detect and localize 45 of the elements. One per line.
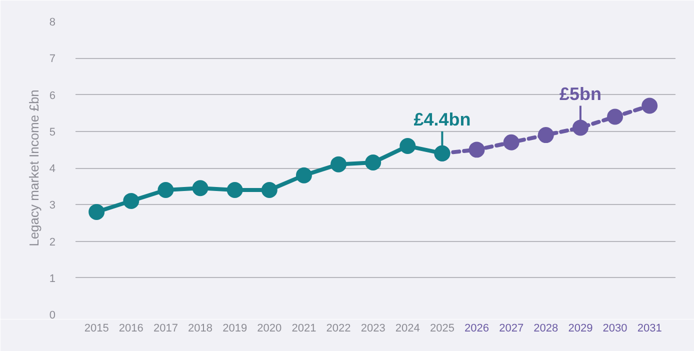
x-tick-label: 2022 bbox=[326, 322, 351, 334]
point bbox=[158, 182, 174, 198]
point bbox=[400, 138, 416, 154]
y-tick-label: 5 bbox=[49, 126, 56, 138]
x-tick-label: 2021 bbox=[292, 322, 316, 334]
x-tick-label: 2030 bbox=[602, 322, 628, 334]
point bbox=[226, 182, 243, 198]
y-tick-label: 8 bbox=[49, 16, 56, 28]
x-tick-label: 2020 bbox=[257, 322, 282, 334]
point bbox=[330, 156, 347, 172]
y-tick-label: 4 bbox=[49, 163, 56, 175]
point bbox=[365, 154, 382, 170]
x-tick-label: 2024 bbox=[395, 322, 420, 334]
point bbox=[123, 192, 140, 209]
x-tick-label: 2031 bbox=[637, 322, 662, 334]
point bbox=[296, 167, 312, 184]
point bbox=[468, 142, 485, 158]
x-tick-label: 2015 bbox=[84, 322, 109, 334]
x-tick-label: 2027 bbox=[499, 322, 524, 334]
x-tick-label: 2028 bbox=[534, 322, 558, 334]
annotation: £5bn bbox=[559, 84, 602, 104]
point bbox=[642, 98, 658, 114]
x-tick-label: 2029 bbox=[568, 322, 593, 334]
point bbox=[192, 180, 208, 196]
y-tick-label: 0 bbox=[49, 310, 56, 322]
x-tick-label: 2018 bbox=[188, 322, 213, 334]
x-tick-label: 2023 bbox=[360, 322, 386, 334]
point bbox=[88, 204, 105, 220]
point bbox=[607, 108, 624, 125]
y-tick-label: 3 bbox=[49, 200, 56, 212]
y-tick-label: 2 bbox=[49, 236, 56, 248]
x-tick-label: 2019 bbox=[222, 322, 248, 334]
x-tick-label: 2016 bbox=[118, 322, 144, 334]
x-tick-label: 2025 bbox=[430, 322, 454, 334]
y-axis-title: Legacy market Income £bn bbox=[26, 90, 42, 246]
y-tick-label: 6 bbox=[49, 90, 56, 102]
y-tick-label: 1 bbox=[49, 272, 56, 285]
point bbox=[261, 182, 278, 198]
point bbox=[538, 127, 554, 144]
point bbox=[503, 134, 520, 150]
x-tick-label: 2026 bbox=[464, 322, 490, 334]
x-tick-label: 2017 bbox=[153, 322, 178, 334]
point bbox=[572, 120, 588, 136]
y-tick-label: 7 bbox=[49, 53, 56, 66]
annotation: £4.4bn bbox=[414, 110, 471, 130]
